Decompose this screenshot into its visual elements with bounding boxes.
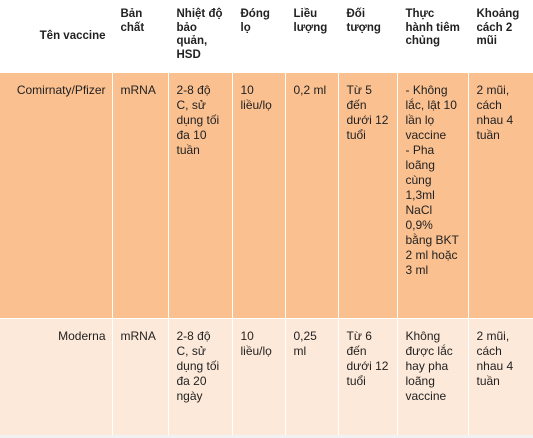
cell-nature: mRNA: [112, 318, 169, 435]
header-vaccine-name: Tên vaccine: [0, 0, 113, 73]
cell-storage: 2-8 độ C, sử dụng tối đa 10 tuần: [168, 72, 233, 319]
cell-practice: Không được lắc hay pha loãng vaccine: [397, 318, 469, 435]
cell-target: Từ 5 đến dưới 12 tuổi: [338, 72, 398, 319]
cell-vaccine-name: Comirnaty/Pfizer: [0, 72, 113, 319]
cell-target: Từ 6 đến dưới 12 tuổi: [338, 318, 398, 435]
cell-interval: 2 mũi, cách nhau 4 tuần: [468, 318, 533, 435]
cell-practice: - Không lắc, lật 10 lần lọ vaccine - Pha…: [397, 72, 469, 319]
cell-interval: 2 mũi, cách nhau 4 tuần: [468, 72, 533, 319]
cell-storage: 2-8 độ C, sử dụng tối đa 20 ngày: [168, 318, 233, 435]
header-vial: Đóng lọ: [232, 0, 286, 73]
cell-vial: 10 liều/lọ: [232, 318, 286, 435]
table-row: Comirnaty/Pfizer mRNA 2-8 độ C, sử dụng …: [0, 72, 533, 319]
header-dose: Liều lượng: [285, 0, 339, 73]
cell-vial: 10 liều/lọ: [232, 72, 286, 319]
header-nature: Bản chất: [112, 0, 169, 73]
cell-nature: mRNA: [112, 72, 169, 319]
cell-vaccine-name: Moderna: [0, 318, 113, 435]
header-row: Tên vaccine Bản chất Nhiệt độ bảo quản, …: [0, 0, 533, 73]
table-row: Moderna mRNA 2-8 độ C, sử dụng tối đa 20…: [0, 318, 533, 435]
cell-dose: 0,25 ml: [285, 318, 339, 435]
header-storage: Nhiệt độ bảo quản, HSD: [168, 0, 233, 73]
header-interval: Khoảng cách 2 mũi: [468, 0, 533, 73]
header-practice: Thực hành tiêm chủng: [397, 0, 469, 73]
header-target: Đối tượng: [338, 0, 398, 73]
cell-dose: 0,2 ml: [285, 72, 339, 319]
